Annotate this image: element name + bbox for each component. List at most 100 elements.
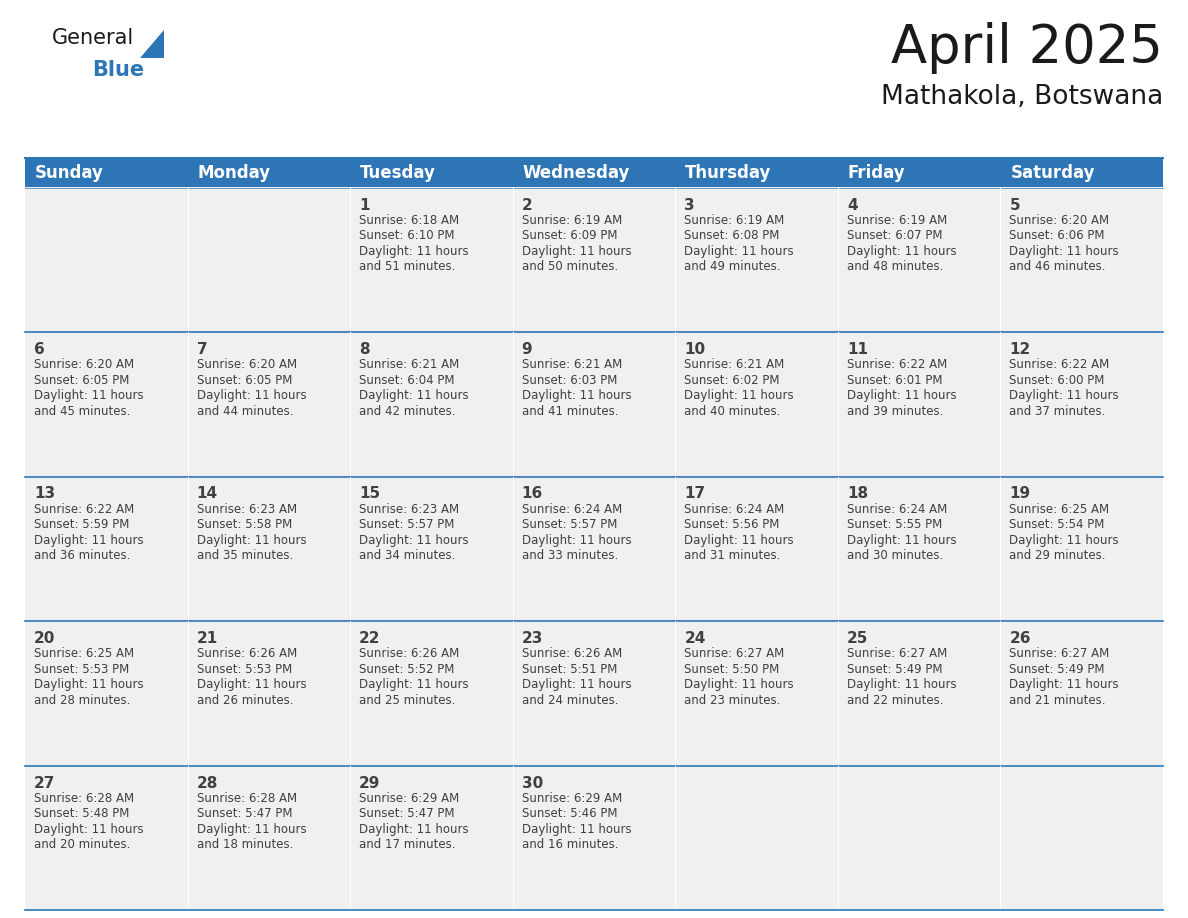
- Text: Sunrise: 6:21 AM: Sunrise: 6:21 AM: [684, 358, 784, 371]
- Bar: [350, 158, 513, 187]
- Text: 29: 29: [359, 776, 380, 790]
- Text: Sunset: 5:52 PM: Sunset: 5:52 PM: [359, 663, 455, 676]
- Text: Sunset: 6:04 PM: Sunset: 6:04 PM: [359, 374, 455, 386]
- Text: Sunset: 5:49 PM: Sunset: 5:49 PM: [1010, 663, 1105, 676]
- Bar: [838, 158, 1000, 187]
- Bar: [188, 621, 350, 766]
- Text: Daylight: 11 hours: Daylight: 11 hours: [34, 389, 144, 402]
- Text: and 18 minutes.: and 18 minutes.: [196, 838, 293, 851]
- Bar: [188, 332, 350, 476]
- Bar: [675, 158, 838, 187]
- Text: and 49 minutes.: and 49 minutes.: [684, 261, 781, 274]
- Text: Sunrise: 6:23 AM: Sunrise: 6:23 AM: [359, 503, 460, 516]
- Text: Daylight: 11 hours: Daylight: 11 hours: [847, 533, 956, 547]
- Text: and 20 minutes.: and 20 minutes.: [34, 838, 131, 851]
- Bar: [25, 332, 188, 476]
- Polygon shape: [140, 30, 164, 58]
- Text: Blue: Blue: [91, 60, 144, 80]
- Text: and 16 minutes.: and 16 minutes.: [522, 838, 618, 851]
- Text: and 40 minutes.: and 40 minutes.: [684, 405, 781, 418]
- Text: 3: 3: [684, 197, 695, 212]
- Text: 20: 20: [34, 631, 56, 646]
- Text: Sunrise: 6:28 AM: Sunrise: 6:28 AM: [196, 791, 297, 805]
- Text: Sunset: 6:03 PM: Sunset: 6:03 PM: [522, 374, 617, 386]
- Text: Sunrise: 6:19 AM: Sunrise: 6:19 AM: [847, 214, 947, 227]
- Bar: [350, 476, 513, 621]
- Text: Sunset: 5:51 PM: Sunset: 5:51 PM: [522, 663, 617, 676]
- Text: Daylight: 11 hours: Daylight: 11 hours: [359, 533, 469, 547]
- Text: Sunset: 5:57 PM: Sunset: 5:57 PM: [522, 519, 617, 532]
- Text: Sunset: 5:49 PM: Sunset: 5:49 PM: [847, 663, 942, 676]
- Text: Daylight: 11 hours: Daylight: 11 hours: [1010, 678, 1119, 691]
- Bar: [25, 476, 188, 621]
- Bar: [1000, 332, 1163, 476]
- Text: General: General: [52, 28, 134, 48]
- Text: Monday: Monday: [197, 163, 271, 182]
- Text: Sunset: 5:54 PM: Sunset: 5:54 PM: [1010, 519, 1105, 532]
- Text: 10: 10: [684, 342, 706, 357]
- Text: Sunset: 5:55 PM: Sunset: 5:55 PM: [847, 519, 942, 532]
- Bar: [513, 476, 675, 621]
- Text: Daylight: 11 hours: Daylight: 11 hours: [1010, 533, 1119, 547]
- Bar: [188, 766, 350, 910]
- Bar: [513, 158, 675, 187]
- Bar: [350, 766, 513, 910]
- Bar: [188, 476, 350, 621]
- Text: and 46 minutes.: and 46 minutes.: [1010, 261, 1106, 274]
- Text: 14: 14: [196, 487, 217, 501]
- Text: and 29 minutes.: and 29 minutes.: [1010, 549, 1106, 562]
- Text: 8: 8: [359, 342, 369, 357]
- Bar: [513, 621, 675, 766]
- Text: Sunrise: 6:29 AM: Sunrise: 6:29 AM: [359, 791, 460, 805]
- Text: and 48 minutes.: and 48 minutes.: [847, 261, 943, 274]
- Bar: [838, 766, 1000, 910]
- Text: Daylight: 11 hours: Daylight: 11 hours: [196, 678, 307, 691]
- Text: 28: 28: [196, 776, 217, 790]
- Text: Friday: Friday: [848, 163, 905, 182]
- Bar: [25, 187, 188, 332]
- Text: Daylight: 11 hours: Daylight: 11 hours: [359, 245, 469, 258]
- Text: 16: 16: [522, 487, 543, 501]
- Text: 30: 30: [522, 776, 543, 790]
- Text: Sunset: 5:50 PM: Sunset: 5:50 PM: [684, 663, 779, 676]
- Text: Daylight: 11 hours: Daylight: 11 hours: [522, 533, 631, 547]
- Text: and 36 minutes.: and 36 minutes.: [34, 549, 131, 562]
- Text: and 42 minutes.: and 42 minutes.: [359, 405, 456, 418]
- Text: Sunrise: 6:24 AM: Sunrise: 6:24 AM: [522, 503, 623, 516]
- Text: and 44 minutes.: and 44 minutes.: [196, 405, 293, 418]
- Bar: [1000, 158, 1163, 187]
- Text: Thursday: Thursday: [685, 163, 772, 182]
- Text: Daylight: 11 hours: Daylight: 11 hours: [522, 245, 631, 258]
- Text: Sunset: 6:08 PM: Sunset: 6:08 PM: [684, 230, 779, 242]
- Text: Sunrise: 6:21 AM: Sunrise: 6:21 AM: [359, 358, 460, 371]
- Text: Daylight: 11 hours: Daylight: 11 hours: [196, 823, 307, 835]
- Text: Sunset: 6:10 PM: Sunset: 6:10 PM: [359, 230, 455, 242]
- Text: 7: 7: [196, 342, 207, 357]
- Text: Daylight: 11 hours: Daylight: 11 hours: [1010, 245, 1119, 258]
- Text: Sunrise: 6:20 AM: Sunrise: 6:20 AM: [34, 358, 134, 371]
- Bar: [25, 621, 188, 766]
- Text: Daylight: 11 hours: Daylight: 11 hours: [34, 823, 144, 835]
- Bar: [675, 766, 838, 910]
- Text: 17: 17: [684, 487, 706, 501]
- Text: 1: 1: [359, 197, 369, 212]
- Text: Sunrise: 6:22 AM: Sunrise: 6:22 AM: [847, 358, 947, 371]
- Bar: [350, 621, 513, 766]
- Text: Mathakola, Botswana: Mathakola, Botswana: [880, 84, 1163, 110]
- Text: Saturday: Saturday: [1011, 163, 1095, 182]
- Text: and 34 minutes.: and 34 minutes.: [359, 549, 455, 562]
- Bar: [675, 476, 838, 621]
- Bar: [675, 621, 838, 766]
- Text: and 24 minutes.: and 24 minutes.: [522, 694, 618, 707]
- Text: 13: 13: [34, 487, 55, 501]
- Bar: [838, 476, 1000, 621]
- Text: 26: 26: [1010, 631, 1031, 646]
- Text: and 17 minutes.: and 17 minutes.: [359, 838, 456, 851]
- Bar: [675, 187, 838, 332]
- Text: Daylight: 11 hours: Daylight: 11 hours: [522, 389, 631, 402]
- Text: Sunrise: 6:26 AM: Sunrise: 6:26 AM: [359, 647, 460, 660]
- Bar: [1000, 766, 1163, 910]
- Text: and 22 minutes.: and 22 minutes.: [847, 694, 943, 707]
- Bar: [838, 187, 1000, 332]
- Bar: [513, 332, 675, 476]
